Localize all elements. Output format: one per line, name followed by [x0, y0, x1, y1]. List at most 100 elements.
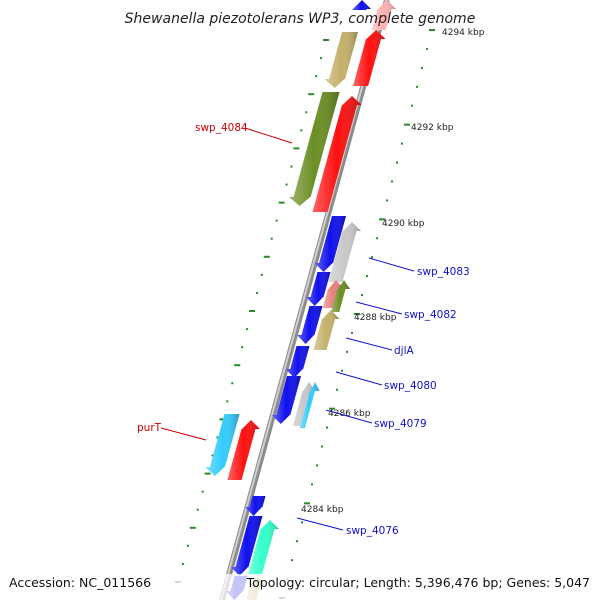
- ring-tick: [311, 483, 313, 486]
- gene-swp-4083[interactable]: [328, 222, 362, 282]
- footer-backdrop: [0, 574, 600, 600]
- gene-label-swp-4076[interactable]: swp_4076: [346, 525, 399, 537]
- ring-tick: [329, 407, 335, 410]
- kbp-tick-4288: 4288 kbp: [354, 313, 397, 323]
- gene-purt-red[interactable]: [227, 420, 261, 480]
- gene-swp-4076[interactable]: [231, 516, 263, 576]
- gene-swp-4082-blue[interactable]: [306, 272, 331, 306]
- kbp-tick-4286: 4286 kbp: [328, 409, 371, 419]
- ring-tick: [255, 291, 258, 294]
- gene-label-swp-4082[interactable]: swp_4082: [404, 309, 457, 321]
- ring-tick: [211, 454, 214, 457]
- gene-djla-blue[interactable]: [297, 306, 323, 344]
- gene-label-djla[interactable]: djlA: [394, 345, 414, 357]
- ring-tick: [376, 237, 378, 240]
- gene-label-purt[interactable]: purT: [137, 422, 162, 434]
- ring-tick: [275, 219, 278, 222]
- gene-swp-4082[interactable]: [322, 280, 344, 308]
- gene-blue-top[interactable]: [352, 0, 371, 10]
- ring-tick: [216, 436, 219, 439]
- ring-tick: [308, 93, 315, 96]
- ring-tick: [196, 508, 199, 511]
- gene-swp-4080[interactable]: [285, 346, 310, 378]
- ring-tick: [234, 364, 241, 367]
- gene-red-2[interactable]: [312, 96, 362, 212]
- ring-tick: [371, 256, 373, 259]
- ring-tick: [291, 559, 293, 562]
- gene-swp-4084[interactable]: [289, 92, 340, 206]
- gene-swp-4079-cyan[interactable]: [299, 382, 320, 428]
- accession-text: Accession: NC_011566: [9, 575, 151, 590]
- ring-tick: [301, 521, 303, 524]
- ring-tick: [181, 562, 184, 565]
- ring-tick: [401, 142, 403, 145]
- gene-red-top[interactable]: [353, 30, 386, 86]
- gene-djla[interactable]: [313, 310, 340, 350]
- kbp-scale: 4294 kbp 4292 kbp 4290 kbp 4288 kbp 4286…: [301, 28, 485, 515]
- ring-tick: [341, 369, 343, 372]
- ring-tick: [189, 526, 196, 529]
- genome-summary-text: Topology: circular; Length: 5,396,476 bp…: [246, 575, 590, 590]
- ring-tick: [290, 165, 293, 168]
- gene-blue-bottom-1[interactable]: [245, 496, 266, 516]
- ring-tick: [300, 129, 303, 132]
- ring-tick: [391, 180, 393, 183]
- ring-tick: [260, 273, 263, 276]
- ring-tick: [186, 544, 189, 547]
- ring-tick: [323, 39, 329, 41]
- kbp-tick-4284: 4284 kbp: [301, 505, 344, 515]
- ring-tick: [296, 540, 298, 543]
- gene-swp-4083-blue[interactable]: [314, 216, 346, 272]
- gene-swp-4082-olive[interactable]: [331, 280, 350, 312]
- ring-tick: [421, 66, 423, 69]
- ring-tick: [201, 490, 204, 493]
- kbp-tick-4294: 4294 kbp: [442, 28, 485, 38]
- gene-label-swp-4083[interactable]: swp_4083: [417, 266, 470, 278]
- kbp-tick-4290: 4290 kbp: [382, 219, 425, 229]
- ring-tick: [396, 161, 398, 164]
- ring-tick: [241, 346, 244, 349]
- ring-tick: [226, 400, 229, 403]
- gene-swp-4079-blue[interactable]: [271, 376, 301, 424]
- ring-tick: [346, 350, 348, 353]
- ring-tick: [354, 313, 360, 315]
- ring-tick: [361, 294, 363, 297]
- ring-tick: [278, 201, 285, 204]
- ring-tick: [320, 57, 323, 60]
- gene-khaki-top[interactable]: [324, 32, 358, 88]
- ring-tick: [249, 310, 255, 312]
- ring-tick: [231, 382, 234, 385]
- gene-label-swp-4080[interactable]: swp_4080: [384, 380, 437, 392]
- ring-tick: [304, 502, 310, 505]
- genome-backbone: [219, 0, 390, 600]
- ring-tick: [316, 464, 318, 467]
- map-title: Shewanella piezotolerans WP3, complete g…: [125, 11, 476, 27]
- kbp-tick-4292: 4292 kbp: [411, 123, 454, 133]
- gene-label-swp-4079[interactable]: swp_4079: [374, 418, 427, 430]
- ring-tick: [411, 104, 413, 107]
- ring-tick: [336, 388, 338, 391]
- ring-tick: [315, 75, 318, 78]
- ring-tick: [379, 218, 385, 221]
- ring-tick: [366, 275, 368, 278]
- gene-purt[interactable]: [205, 414, 240, 476]
- ring-tick: [305, 111, 308, 114]
- ring-tick: [219, 418, 226, 421]
- ring-tick: [426, 47, 428, 50]
- ring-tick: [270, 237, 273, 240]
- ring-tick: [263, 255, 270, 258]
- ring-tick: [285, 183, 288, 186]
- ring-tick: [404, 123, 410, 126]
- ring-tick: [293, 147, 300, 150]
- gene-label-swp-4084[interactable]: swp_4084: [195, 122, 248, 134]
- gene-aqua[interactable]: [248, 520, 279, 574]
- ring-tick: [321, 445, 323, 448]
- ring-tick: [386, 199, 388, 202]
- label-leaders: [160, 127, 415, 531]
- gene-labels: swp_4084 swp_4083 swp_4082 djlA swp_4080…: [137, 122, 470, 537]
- ring-tick: [429, 29, 435, 31]
- ring-tick: [326, 426, 328, 429]
- gene-red-pink-top[interactable]: [371, 0, 396, 30]
- ring-tick: [416, 85, 418, 88]
